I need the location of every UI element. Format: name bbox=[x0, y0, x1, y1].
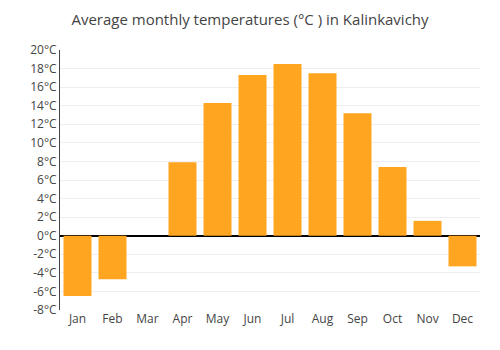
svg-text:4°C: 4°C bbox=[37, 190, 57, 207]
svg-text:Jul: Jul bbox=[280, 310, 295, 327]
svg-text:14°C: 14°C bbox=[30, 97, 57, 114]
svg-text:Nov: Nov bbox=[416, 310, 438, 327]
svg-text:6°C: 6°C bbox=[37, 171, 57, 188]
svg-text:16°C: 16°C bbox=[30, 78, 57, 95]
svg-text:Jun: Jun bbox=[243, 310, 262, 327]
svg-text:0°C: 0°C bbox=[37, 227, 57, 244]
svg-text:20°C: 20°C bbox=[30, 41, 57, 58]
svg-text:2°C: 2°C bbox=[37, 208, 57, 225]
svg-text:18°C: 18°C bbox=[30, 60, 57, 77]
svg-text:-4°C: -4°C bbox=[33, 264, 57, 281]
svg-text:Mar: Mar bbox=[136, 310, 158, 327]
svg-text:Apr: Apr bbox=[173, 310, 193, 327]
svg-text:Aug: Aug bbox=[312, 310, 334, 327]
svg-text:-8°C: -8°C bbox=[33, 301, 57, 318]
svg-text:Feb: Feb bbox=[102, 310, 122, 327]
svg-text:Sep: Sep bbox=[347, 310, 368, 327]
svg-text:8°C: 8°C bbox=[37, 153, 57, 170]
svg-text:Dec: Dec bbox=[452, 310, 473, 327]
svg-text:12°C: 12°C bbox=[30, 115, 57, 132]
svg-text:Oct: Oct bbox=[383, 310, 402, 327]
svg-text:-2°C: -2°C bbox=[33, 245, 57, 262]
svg-text:Jan: Jan bbox=[68, 310, 86, 327]
svg-text:Average monthly temperatures (: Average monthly temperatures (°C ) in Ka… bbox=[71, 9, 429, 29]
svg-text:10°C: 10°C bbox=[30, 134, 57, 151]
svg-text:-6°C: -6°C bbox=[33, 283, 57, 300]
svg-text:May: May bbox=[206, 310, 230, 327]
